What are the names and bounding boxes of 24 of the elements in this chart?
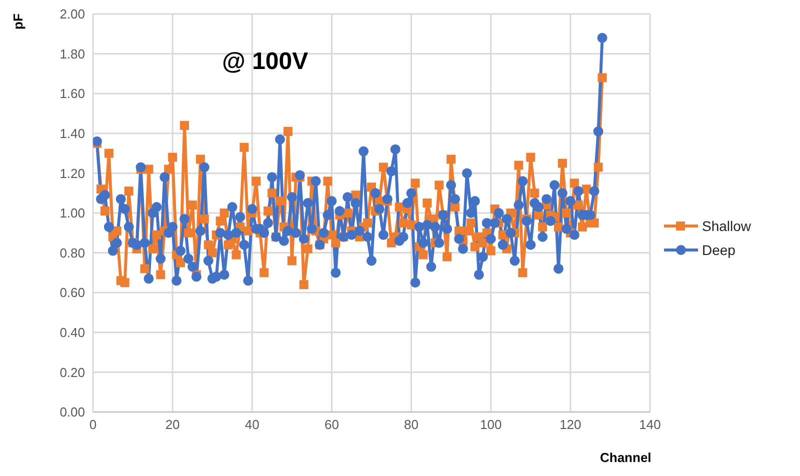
x-tick-label: 20 xyxy=(165,417,180,432)
y-tick-label: 1.00 xyxy=(60,206,85,221)
y-tick-label: 0.00 xyxy=(60,404,85,420)
y-tick-label: 1.60 xyxy=(60,86,85,102)
y-tick-label: 2.00 xyxy=(60,6,85,22)
x-tick-label: 120 xyxy=(560,417,582,432)
x-tick-label: 100 xyxy=(480,417,502,432)
y-tick-label: 0.40 xyxy=(60,325,85,340)
x-tick-label: 80 xyxy=(404,417,419,432)
x-tick-label: 140 xyxy=(639,417,661,432)
y-tick-label: 0.20 xyxy=(60,364,85,380)
x-tick-label: 40 xyxy=(244,417,260,432)
legend-label: Shallow xyxy=(702,218,752,234)
x-tick-label: 0 xyxy=(89,417,97,432)
x-tick-label: 60 xyxy=(324,417,339,432)
y-tick-label: 1.20 xyxy=(60,166,85,181)
y-tick-label: 0.80 xyxy=(60,245,85,260)
y-tick-label: 1.40 xyxy=(60,126,85,142)
y-axis-title: pF xyxy=(10,14,26,30)
legend-label: Deep xyxy=(702,242,736,258)
y-tick-label: 1.80 xyxy=(60,46,85,62)
x-axis-title: Channel xyxy=(600,450,652,465)
annotation: @ 100V xyxy=(222,48,308,76)
y-tick-label: 0.60 xyxy=(60,285,85,300)
